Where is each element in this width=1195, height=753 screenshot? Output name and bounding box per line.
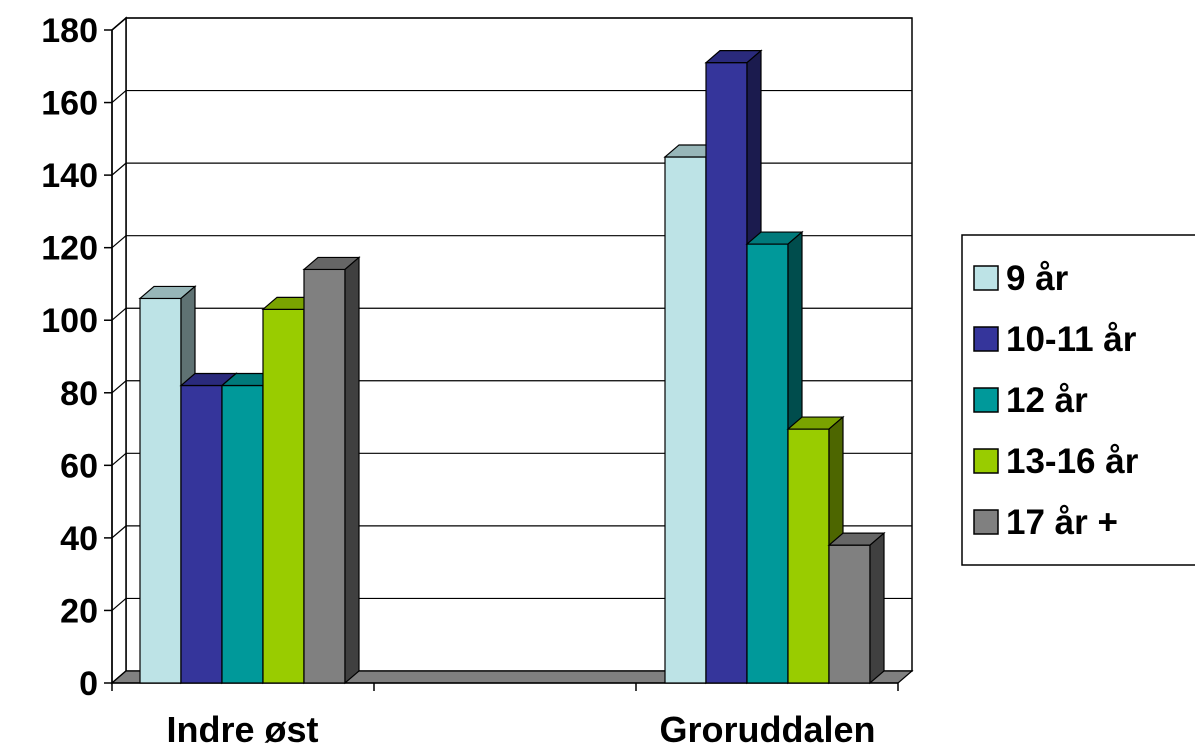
x-category-label: Indre øst [166, 709, 318, 750]
gridline-side [111, 90, 127, 104]
legend-label: 10-11 år [1006, 320, 1137, 359]
x-axis: Indre øst Groruddalen [111, 682, 899, 750]
legend-swatch [973, 326, 999, 352]
y-tick-label: 140 [41, 157, 98, 195]
y-tick-label: 120 [41, 230, 98, 268]
bars [138, 49, 886, 685]
gridline-side [111, 380, 127, 394]
legend-swatch [973, 387, 999, 413]
gridline-side [111, 597, 127, 611]
y-tick-label: 180 [41, 12, 98, 50]
y-axis: 0 20 40 60 80 100 120 140 160 180 [41, 12, 113, 703]
y-tick-label: 160 [41, 85, 98, 123]
y-tick-label: 40 [60, 520, 98, 558]
legend-swatch [973, 448, 999, 474]
y-tick-label: 100 [41, 302, 98, 340]
gridline-side [111, 525, 127, 539]
legend-swatch [973, 265, 999, 291]
y-tick-label: 0 [79, 665, 98, 703]
gridline-side [111, 162, 127, 176]
y-tick-label: 80 [60, 375, 98, 413]
legend-label: 13-16 år [1006, 442, 1139, 481]
bar [302, 256, 361, 685]
legend-box [961, 234, 1195, 566]
legend-label: 17 år + [1006, 503, 1118, 542]
legend-label: 12 år [1006, 381, 1088, 420]
legend: 9 år 10-11 år 12 år 13-16 år 17 år + [961, 234, 1195, 566]
side-wall [111, 16, 127, 685]
legend-label: 9 år [1006, 259, 1069, 298]
gridline-side [111, 307, 127, 321]
bar [827, 531, 886, 685]
y-tick-label: 60 [60, 447, 98, 485]
gridline-side [111, 235, 127, 249]
legend-swatch [973, 509, 999, 535]
y-tick-label: 20 [60, 592, 98, 630]
x-category-label: Groruddalen [659, 709, 875, 750]
gridline-side [111, 17, 127, 31]
gridline-side [111, 452, 127, 466]
